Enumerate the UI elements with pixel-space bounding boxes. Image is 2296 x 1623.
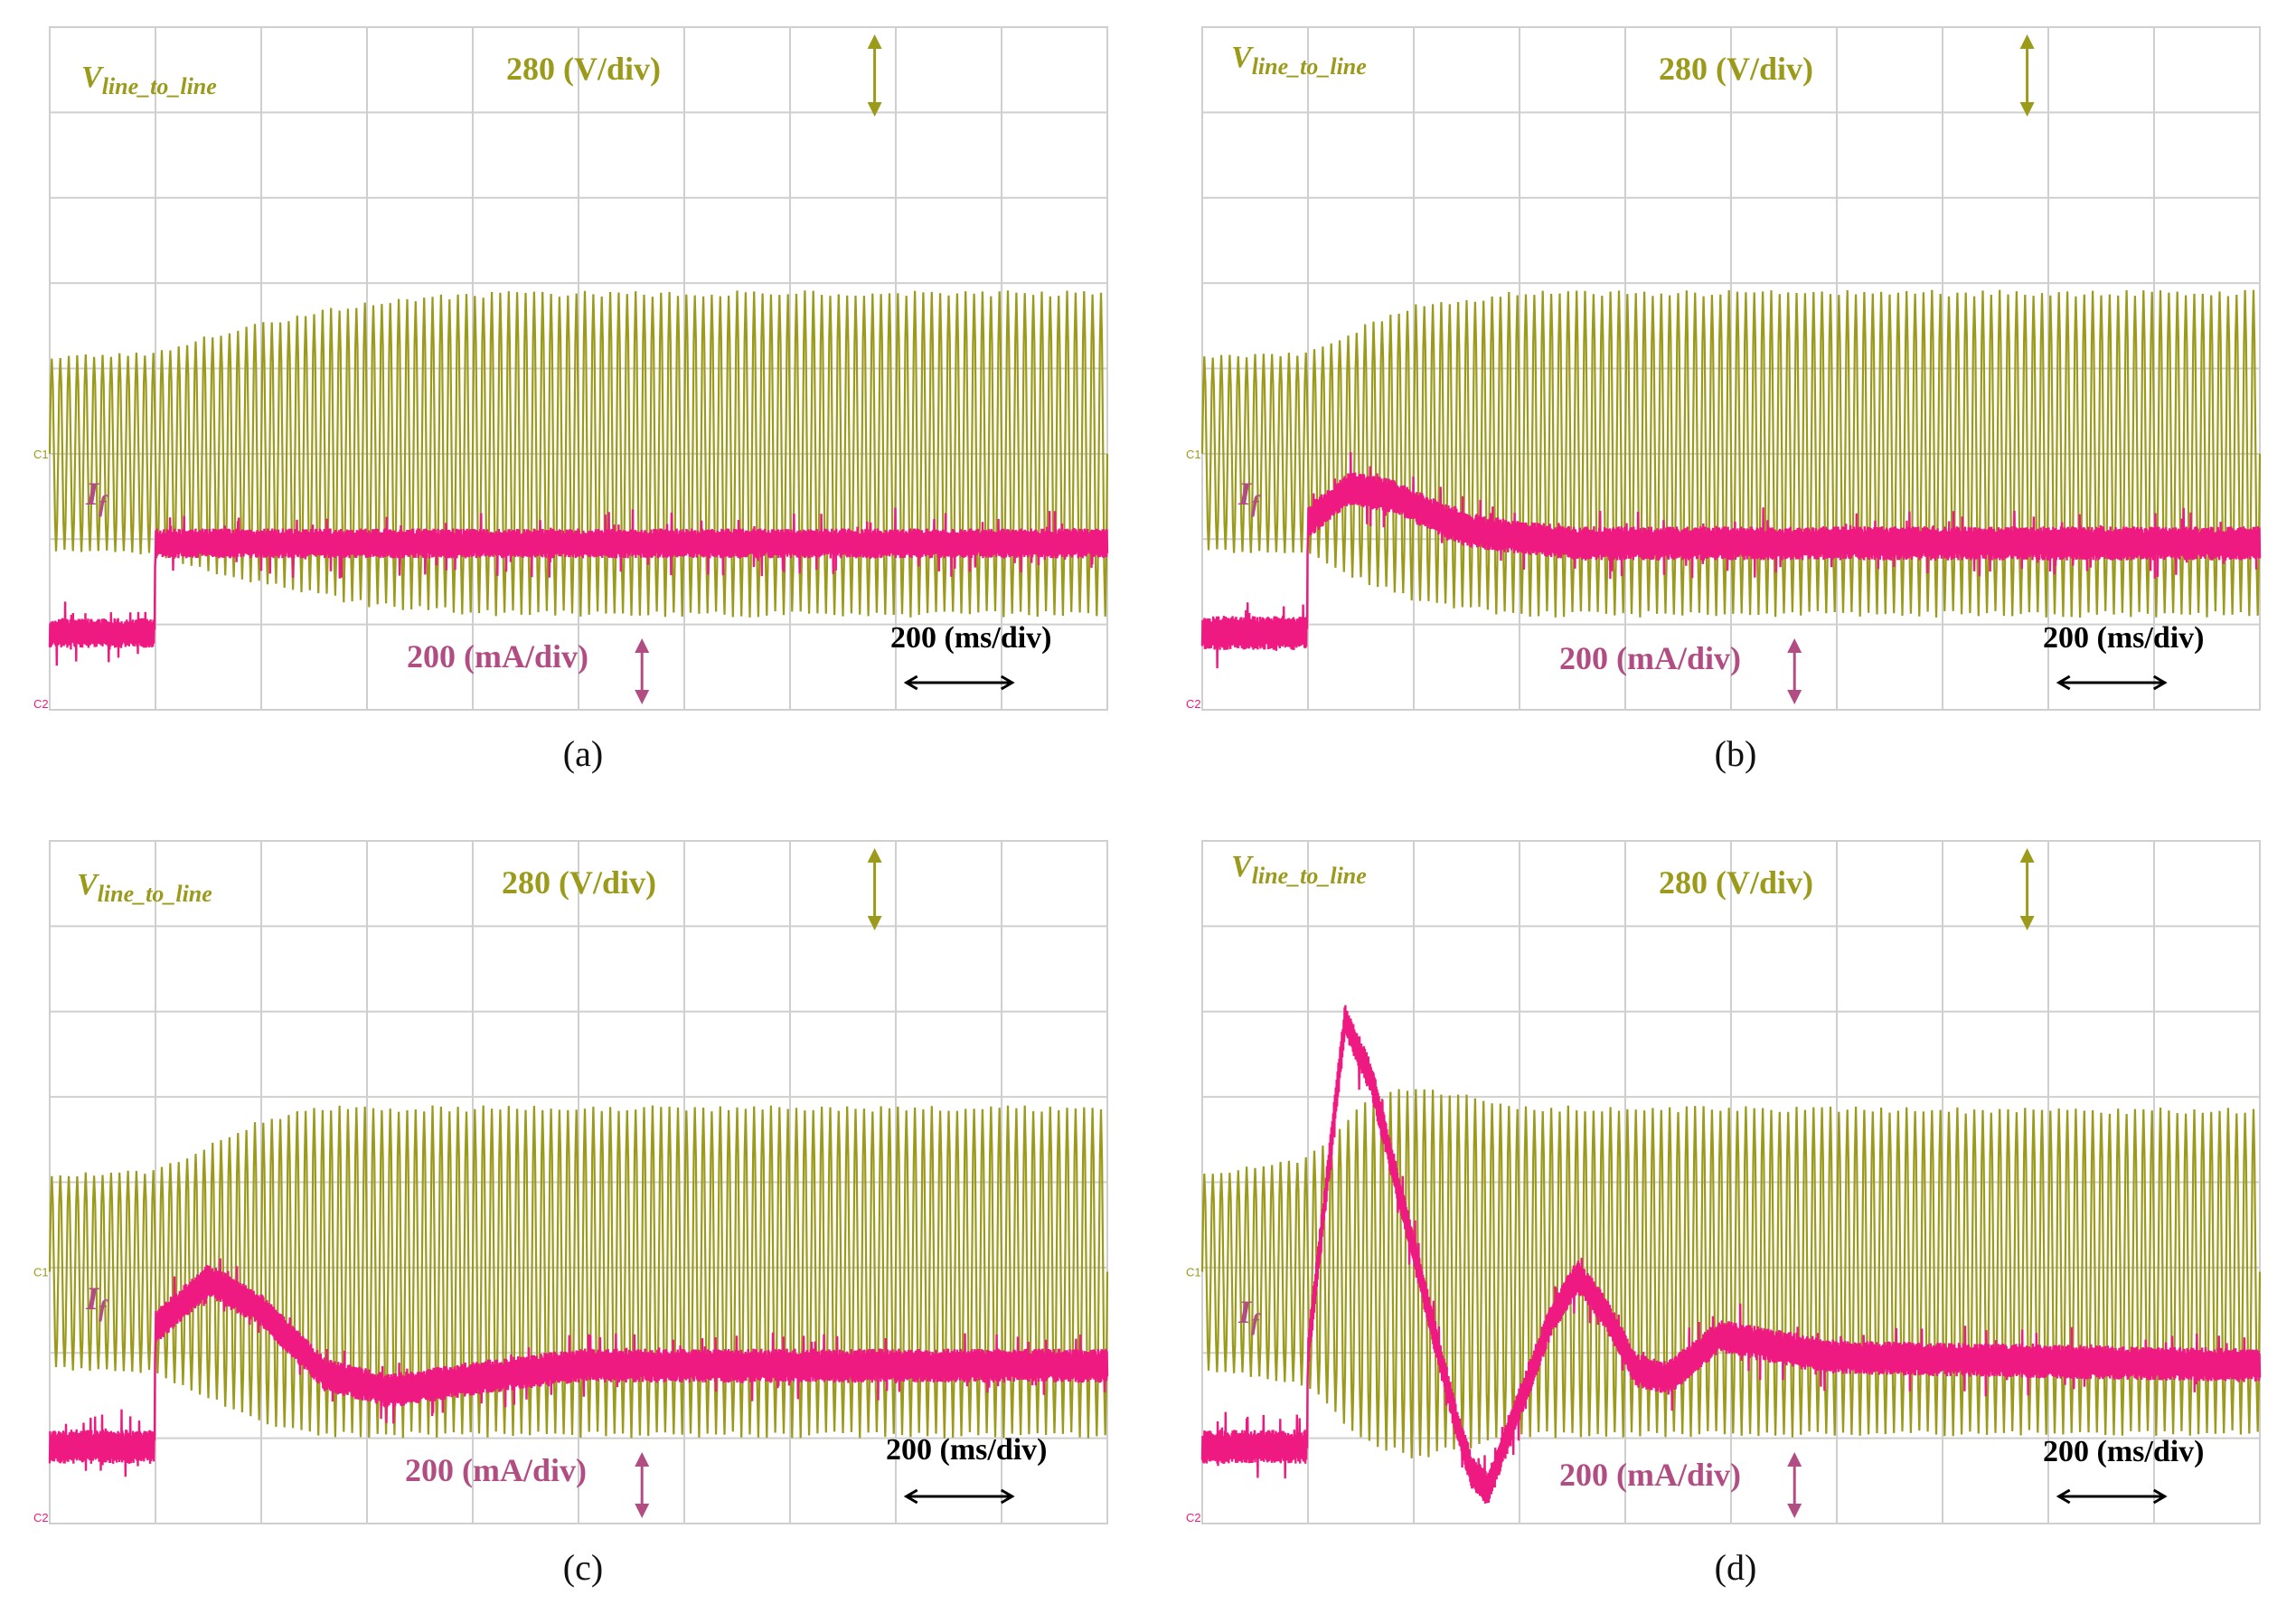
current-waveform bbox=[48, 1258, 1109, 1477]
current-label-sub: f bbox=[1251, 491, 1259, 518]
voltage-channel-label: Vline_to_line bbox=[1231, 41, 1367, 80]
channel-1-marker: C1 bbox=[1186, 448, 1201, 461]
time-scale-label: 200 (ms/div) bbox=[890, 621, 1052, 655]
channel-2-marker: C2 bbox=[1186, 1511, 1201, 1524]
current-scale-label: 200 (mA/div) bbox=[407, 638, 588, 675]
voltage-channel-label: Vline_to_line bbox=[77, 868, 212, 908]
panel-caption: (c) bbox=[562, 1547, 604, 1588]
current-arrow-heads bbox=[1787, 1452, 1802, 1518]
current-arrow-heads bbox=[635, 638, 650, 704]
current-scale-label: 200 (mA/div) bbox=[405, 1452, 587, 1488]
panel-caption: (d) bbox=[1714, 1547, 1757, 1588]
voltage-label-main: V bbox=[81, 61, 102, 94]
channel-2-marker: C2 bbox=[1186, 697, 1201, 711]
scope-screen: C1 C2 bbox=[33, 840, 1109, 1524]
current-arrow-heads bbox=[635, 1452, 650, 1518]
voltage-label-sub: line_to_line bbox=[1251, 52, 1367, 80]
voltage-scale-label: 280 (V/div) bbox=[1659, 864, 1813, 901]
voltage-scale-label: 280 (V/div) bbox=[502, 864, 656, 901]
scope-screen: C1 C2 bbox=[1186, 26, 2262, 711]
current-arrow-heads bbox=[1787, 638, 1802, 704]
voltage-label-main: V bbox=[77, 868, 98, 901]
channel-1-marker: C1 bbox=[33, 1266, 49, 1279]
voltage-waveform bbox=[48, 1105, 1109, 1439]
time-scale-label: 200 (ms/div) bbox=[2043, 1435, 2205, 1468]
current-label-main: I bbox=[1238, 1294, 1252, 1330]
current-label-main: I bbox=[86, 476, 99, 512]
voltage-label-sub: line_to_line bbox=[97, 880, 212, 907]
current-channel-label: If bbox=[1238, 1293, 1259, 1336]
channel-2-marker: C2 bbox=[33, 1511, 49, 1524]
voltage-label-main: V bbox=[1231, 41, 1252, 74]
voltage-waveform bbox=[1200, 1089, 2262, 1458]
voltage-scale-label: 280 (V/div) bbox=[1659, 51, 1813, 87]
panel-caption: (a) bbox=[562, 733, 604, 774]
scope-screen: C1 C2 bbox=[1186, 840, 2262, 1524]
panel-b: C1 C2 Vline_to_line 280 (V/div) If 200 (m… bbox=[1180, 14, 2291, 809]
current-scale-label: 200 (mA/div) bbox=[1559, 640, 1741, 676]
voltage-label-sub: line_to_line bbox=[1251, 862, 1367, 889]
channel-2-marker: C2 bbox=[33, 697, 49, 711]
current-label-sub: f bbox=[99, 491, 107, 518]
panel-a: C1 C2 Vline_to_line 280 (V/div) If 200 (m… bbox=[27, 14, 1139, 809]
panel-caption: (b) bbox=[1714, 733, 1757, 774]
time-scale-label: 200 (ms/div) bbox=[886, 1433, 1048, 1467]
channel-1-marker: C1 bbox=[33, 448, 49, 461]
time-scale-label: 200 (ms/div) bbox=[2043, 621, 2205, 655]
current-scale-label: 200 (mA/div) bbox=[1559, 1457, 1741, 1493]
time-arrow-heads bbox=[2056, 1488, 2168, 1505]
current-channel-label: If bbox=[86, 1279, 107, 1323]
current-label-main: I bbox=[86, 1280, 99, 1316]
voltage-channel-label: Vline_to_line bbox=[1231, 850, 1367, 890]
voltage-waveform bbox=[1200, 289, 2262, 618]
time-arrow-heads bbox=[2056, 675, 2168, 691]
current-waveform bbox=[1200, 1005, 2262, 1504]
time-arrow-heads bbox=[903, 675, 1015, 691]
time-arrow-heads bbox=[903, 1488, 1015, 1505]
panel-d: C1 C2 Vline_to_line 280 (V/div) If 200 (m… bbox=[1180, 827, 2291, 1623]
voltage-label-main: V bbox=[1231, 850, 1252, 883]
voltage-label-sub: line_to_line bbox=[101, 72, 217, 99]
current-waveform bbox=[1200, 452, 2262, 669]
current-channel-label: If bbox=[1238, 475, 1259, 518]
current-waveform bbox=[48, 507, 1109, 666]
scope-screen: C1 C2 bbox=[33, 26, 1109, 711]
current-label-sub: f bbox=[1251, 1309, 1259, 1336]
current-label-sub: f bbox=[99, 1296, 107, 1323]
panel-c: C1 C2 Vline_to_line 280 (V/div) If 200 (m… bbox=[27, 827, 1139, 1623]
current-label-main: I bbox=[1238, 476, 1252, 512]
channel-1-marker: C1 bbox=[1186, 1266, 1201, 1279]
current-channel-label: If bbox=[86, 475, 107, 518]
voltage-channel-label: Vline_to_line bbox=[81, 61, 217, 100]
voltage-scale-label: 280 (V/div) bbox=[506, 51, 661, 87]
